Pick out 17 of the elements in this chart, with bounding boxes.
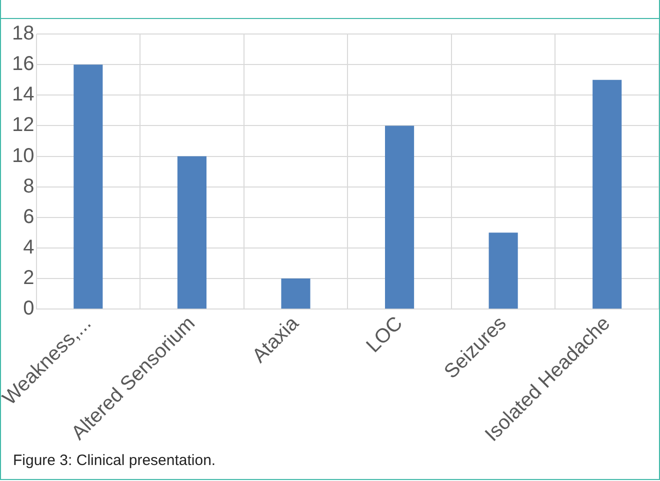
y-tick-label: 18 — [12, 22, 34, 45]
y-tick-label: 12 — [12, 114, 34, 136]
y-tick-label: 16 — [12, 53, 34, 76]
y-tick-label: 4 — [23, 236, 34, 258]
bar — [592, 80, 622, 309]
caption: Figure 3: Clinical presentation. — [13, 452, 216, 469]
bar — [385, 126, 414, 309]
y-tick-label: 14 — [12, 84, 34, 106]
y-tick-label: 8 — [23, 175, 34, 198]
y-tick-label: 10 — [12, 144, 34, 167]
bar — [177, 156, 206, 309]
bar — [488, 232, 518, 309]
y-tick-label: 2 — [23, 267, 34, 290]
y-tick-label: 0 — [23, 298, 34, 320]
bar — [74, 64, 103, 309]
bar — [281, 278, 310, 309]
y-tick-label: 6 — [23, 206, 34, 228]
